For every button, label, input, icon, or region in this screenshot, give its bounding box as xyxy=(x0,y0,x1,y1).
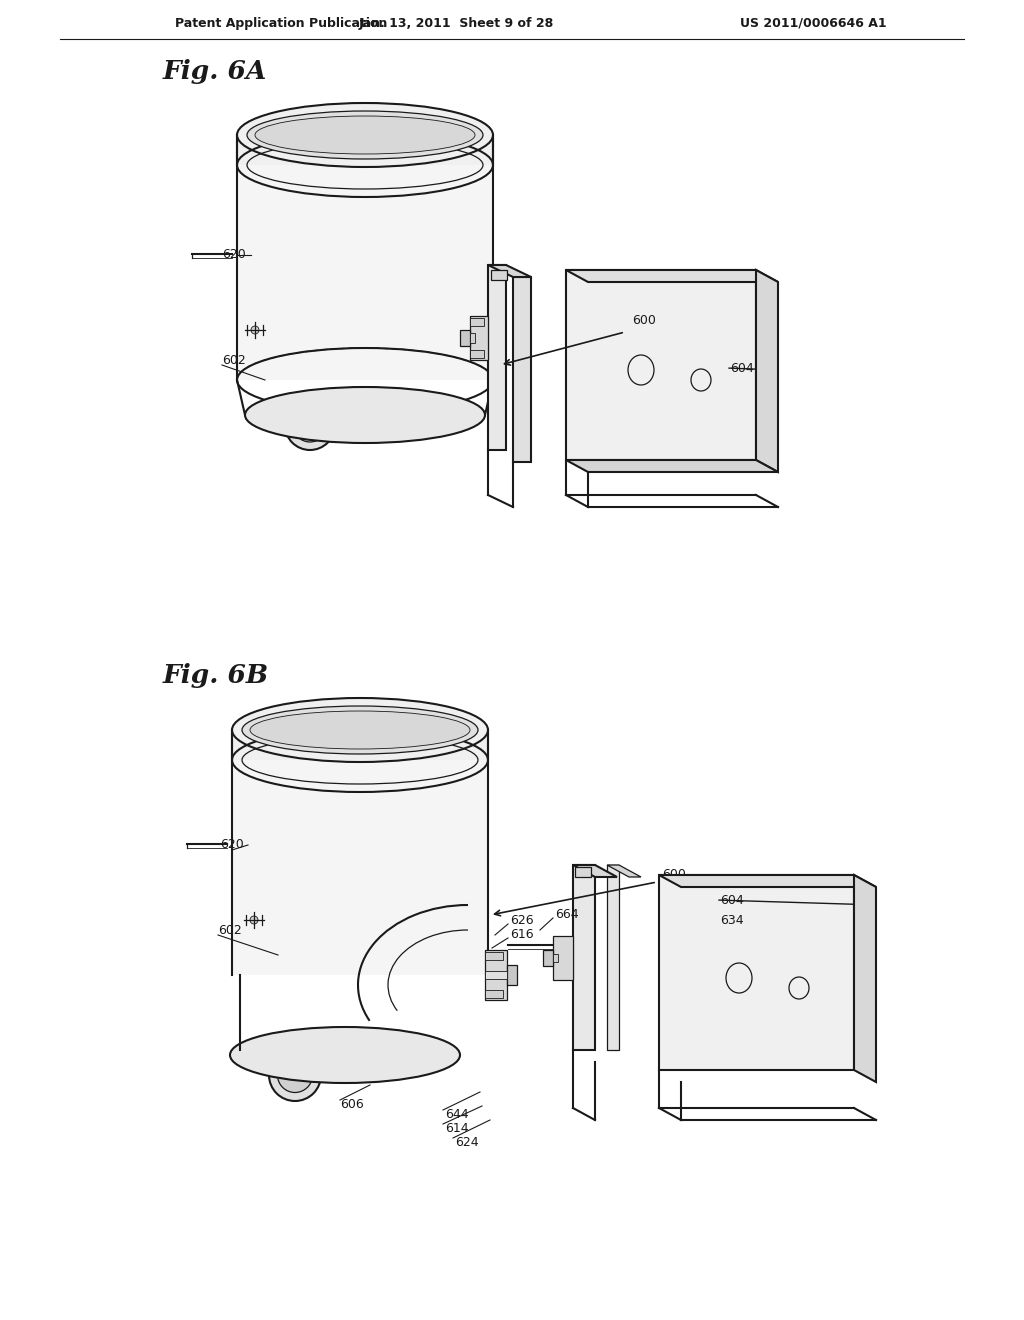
Text: 606: 606 xyxy=(340,1098,364,1111)
Bar xyxy=(485,972,507,979)
Ellipse shape xyxy=(237,103,493,168)
Ellipse shape xyxy=(251,326,259,334)
Ellipse shape xyxy=(245,387,485,444)
Bar xyxy=(553,936,573,979)
Ellipse shape xyxy=(232,698,488,762)
Polygon shape xyxy=(566,459,778,473)
Text: Patent Application Publication: Patent Application Publication xyxy=(175,16,387,29)
Bar xyxy=(485,990,503,998)
Text: 620: 620 xyxy=(220,838,244,851)
Ellipse shape xyxy=(255,116,475,154)
Text: 624: 624 xyxy=(455,1135,478,1148)
Bar xyxy=(553,954,558,962)
Polygon shape xyxy=(566,271,778,282)
Bar xyxy=(485,952,503,960)
Polygon shape xyxy=(756,271,778,473)
Ellipse shape xyxy=(250,916,258,924)
Text: Jan. 13, 2011  Sheet 9 of 28: Jan. 13, 2011 Sheet 9 of 28 xyxy=(358,16,554,29)
Ellipse shape xyxy=(269,1049,321,1101)
Text: 604: 604 xyxy=(730,362,754,375)
Text: Fig. 6A: Fig. 6A xyxy=(163,59,267,84)
Polygon shape xyxy=(488,265,531,277)
Bar xyxy=(490,271,507,280)
Bar xyxy=(460,330,470,346)
Polygon shape xyxy=(573,865,617,876)
Bar xyxy=(573,865,595,1049)
Polygon shape xyxy=(607,865,641,876)
Bar xyxy=(659,875,854,1071)
Bar xyxy=(488,265,506,450)
Bar xyxy=(575,867,591,876)
Polygon shape xyxy=(659,875,876,887)
Ellipse shape xyxy=(230,1027,460,1082)
Bar xyxy=(237,135,493,165)
Text: 604: 604 xyxy=(720,894,743,907)
Ellipse shape xyxy=(278,1057,312,1093)
Bar xyxy=(513,277,531,462)
Text: 644: 644 xyxy=(445,1109,469,1122)
Bar xyxy=(607,865,618,1049)
Text: 626: 626 xyxy=(510,913,534,927)
Ellipse shape xyxy=(285,400,335,450)
Text: Fig. 6B: Fig. 6B xyxy=(163,663,269,688)
Bar xyxy=(543,950,553,966)
Bar xyxy=(507,965,517,985)
Bar xyxy=(232,730,488,760)
Bar xyxy=(470,333,475,343)
Bar xyxy=(485,950,507,1001)
Ellipse shape xyxy=(247,111,483,158)
Bar xyxy=(566,271,756,459)
Text: 620: 620 xyxy=(222,248,246,261)
Text: 600: 600 xyxy=(662,869,686,882)
Bar xyxy=(232,730,488,975)
Text: 600: 600 xyxy=(632,314,656,326)
Text: 634: 634 xyxy=(720,913,743,927)
Polygon shape xyxy=(854,875,876,1082)
Bar xyxy=(237,135,493,380)
Bar xyxy=(470,350,484,358)
Text: 602: 602 xyxy=(222,354,246,367)
Text: US 2011/0006646 A1: US 2011/0006646 A1 xyxy=(740,16,887,29)
Ellipse shape xyxy=(242,706,478,754)
Bar xyxy=(470,315,488,360)
Text: 614: 614 xyxy=(445,1122,469,1134)
Text: 616: 616 xyxy=(510,928,534,941)
Ellipse shape xyxy=(250,711,470,748)
Bar xyxy=(470,318,484,326)
Ellipse shape xyxy=(293,408,327,442)
Text: 664: 664 xyxy=(555,908,579,921)
Text: 602: 602 xyxy=(218,924,242,936)
